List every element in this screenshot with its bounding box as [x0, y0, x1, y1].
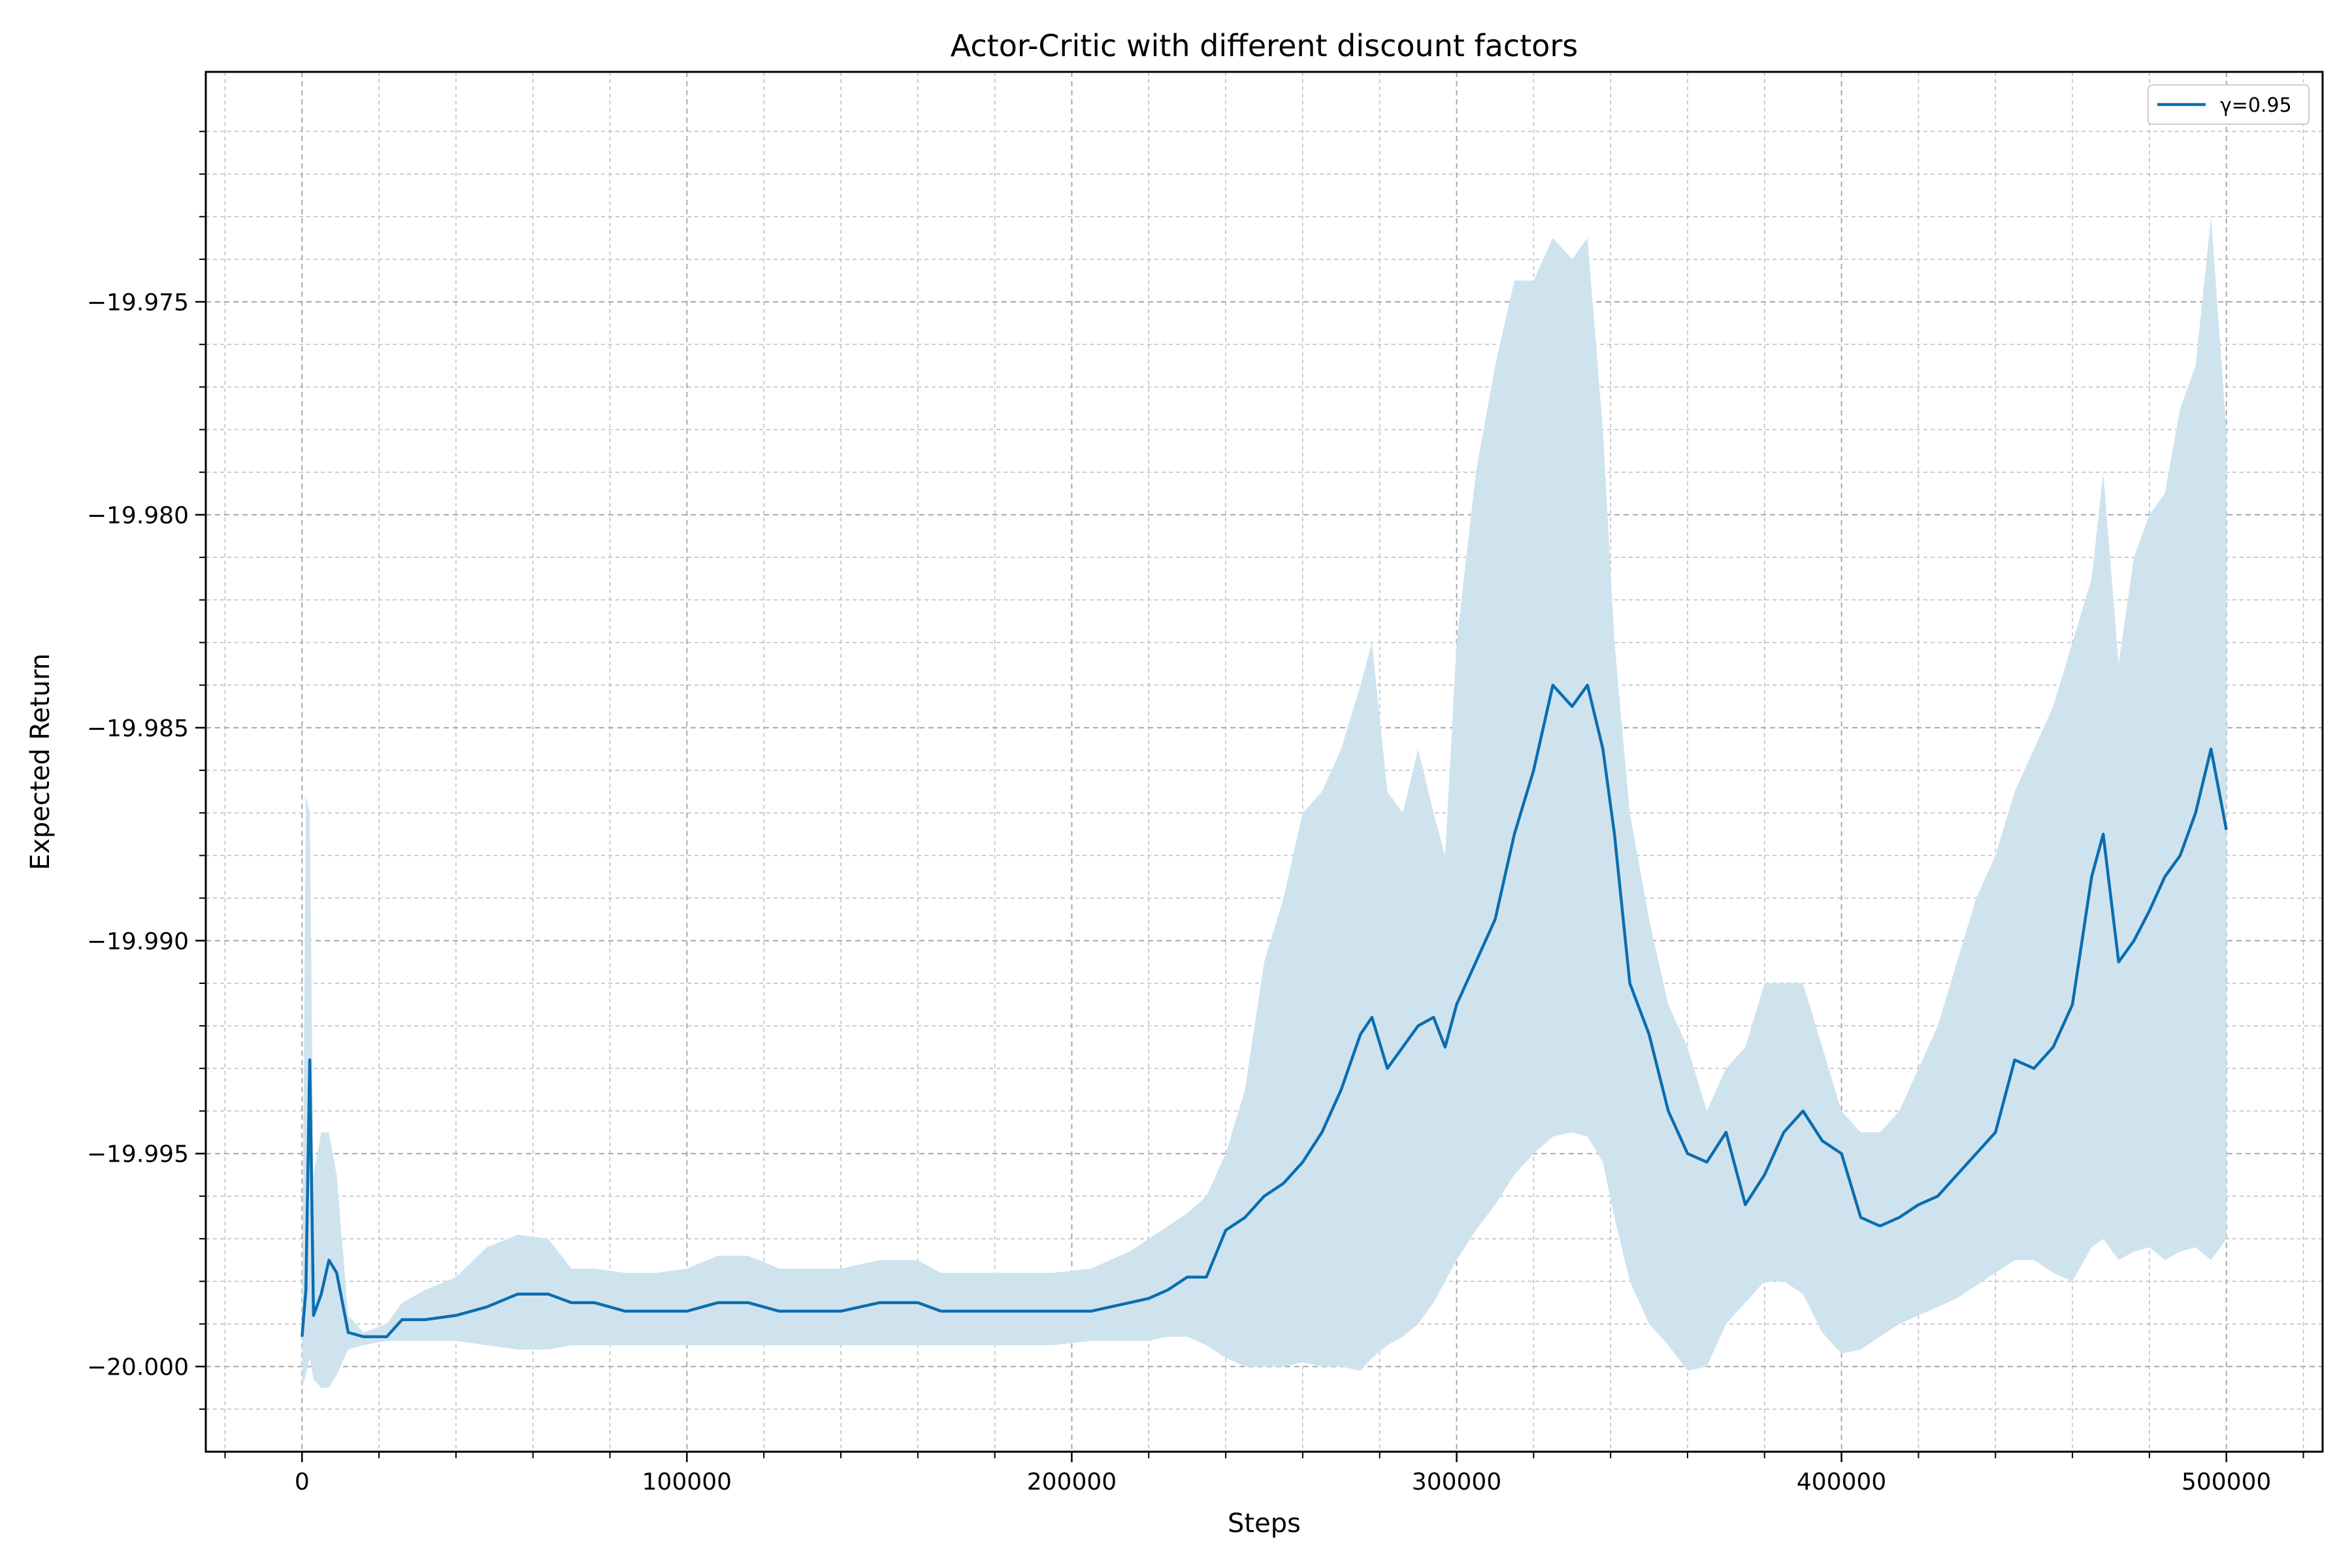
confidence-band	[302, 216, 2227, 1388]
y-tick-label: −19.980	[87, 502, 189, 529]
x-tick-label: 100000	[642, 1469, 732, 1495]
chart-title: Actor-Critic with different discount fac…	[951, 28, 1578, 63]
y-tick-label: −19.990	[87, 928, 189, 955]
axis-ticks: 0 100000 200000 300000 400000 500000 −20.000 −1…	[87, 131, 2304, 1495]
series-line	[301, 683, 2228, 1339]
y-tick-label: −19.995	[87, 1141, 189, 1168]
x-tick-label: 300000	[1412, 1469, 1501, 1495]
y-axis-label: Expected Return	[25, 653, 56, 870]
x-tick-label: 0	[295, 1469, 310, 1495]
legend-box	[2148, 84, 2310, 125]
legend: γ=0.95	[2148, 84, 2310, 125]
x-tick-label: 200000	[1027, 1469, 1117, 1495]
legend-label: γ=0.95	[2220, 94, 2292, 117]
x-tick-label: 400000	[1797, 1469, 1886, 1495]
y-tick-label: −19.975	[87, 289, 189, 316]
y-tick-label: −19.985	[87, 715, 189, 742]
plot-frame	[204, 71, 2324, 1453]
x-tick-label: 500000	[2181, 1469, 2271, 1495]
x-axis-label: Steps	[1228, 1509, 1301, 1539]
y-tick-label: −20.000	[87, 1354, 189, 1381]
